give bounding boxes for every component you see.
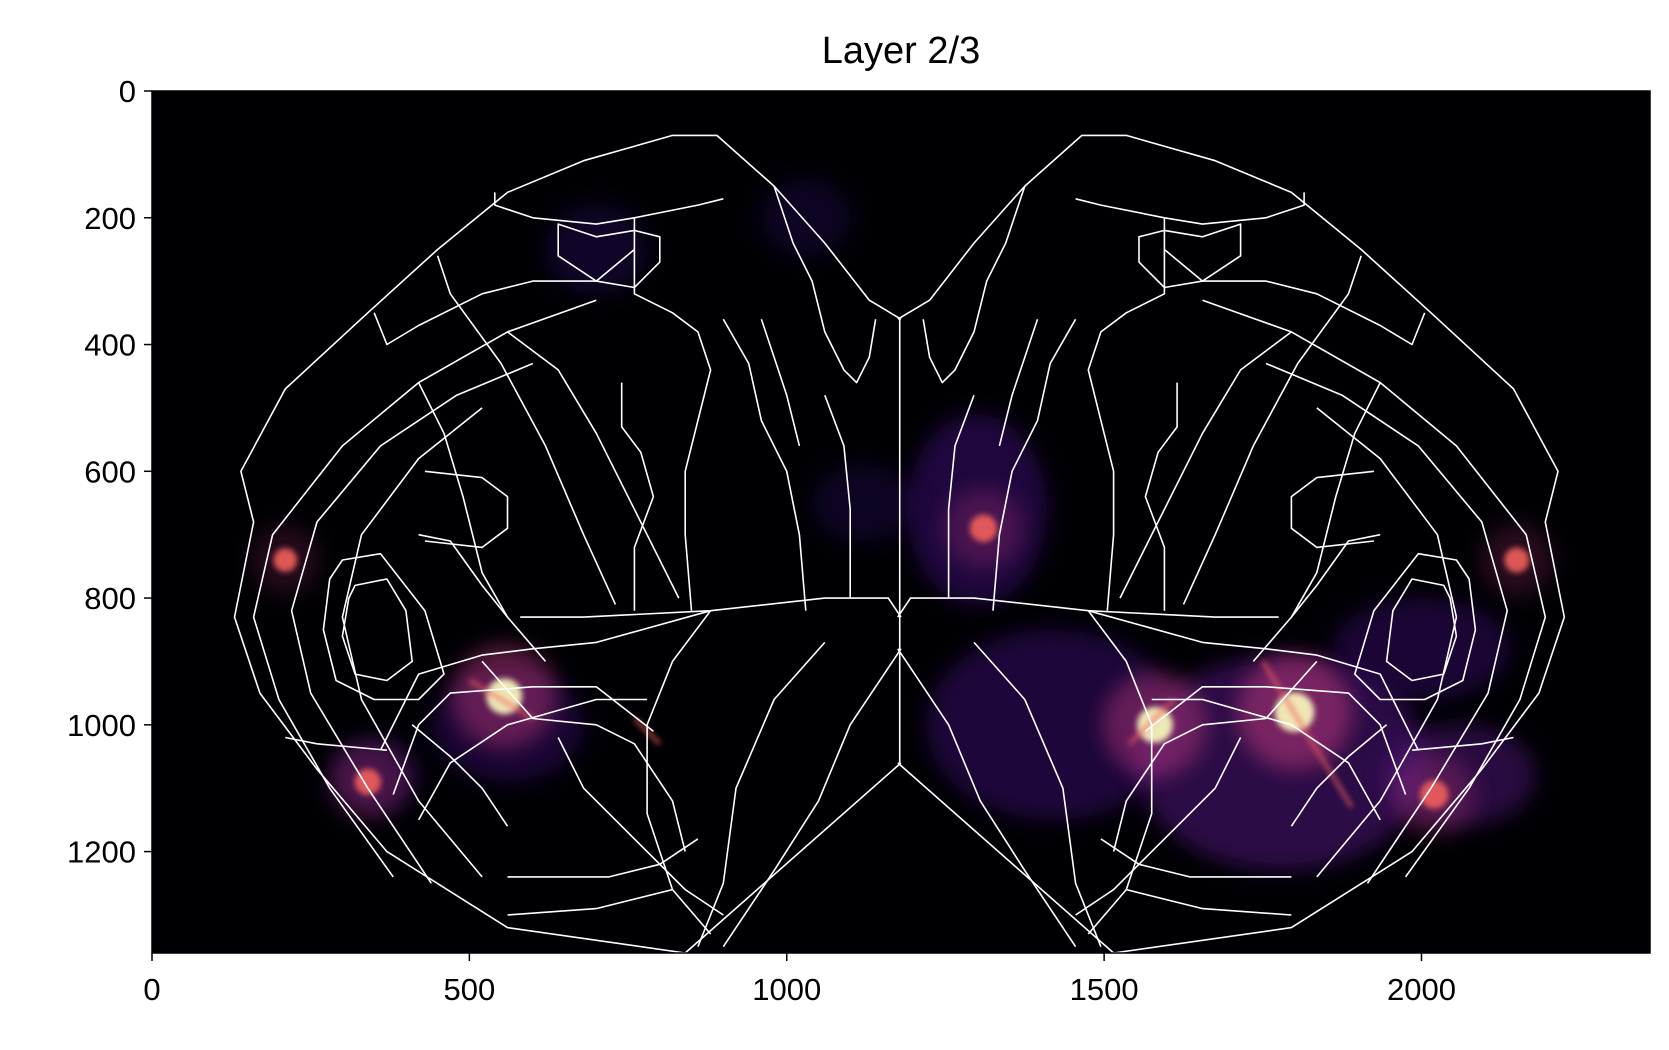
region-boundary xyxy=(436,255,617,605)
hotspot-core xyxy=(1419,780,1449,809)
region-boundary xyxy=(1087,610,1153,935)
region-boundary xyxy=(1265,362,1508,884)
y-tick-label: 400 xyxy=(84,328,136,363)
region-boundary xyxy=(1252,382,1381,662)
region-boundary xyxy=(424,470,509,549)
region-boundary xyxy=(998,318,1039,447)
region-boundary xyxy=(392,686,654,795)
region-boundary xyxy=(1075,192,1305,225)
region-boundary xyxy=(1075,737,1242,916)
region-boundary xyxy=(992,318,1077,611)
region-outlines xyxy=(233,134,1566,953)
region-boundary xyxy=(233,134,902,953)
region-boundary xyxy=(1202,299,1547,878)
region-boundary xyxy=(1126,888,1292,916)
region-boundary xyxy=(1411,736,1514,751)
region-boundary xyxy=(722,648,902,948)
hotspot-core xyxy=(354,768,381,796)
region-boundary xyxy=(1112,660,1318,852)
region-boundary xyxy=(507,888,673,916)
region-boundary xyxy=(417,382,547,662)
region-boundary xyxy=(1144,382,1178,611)
region-boundary xyxy=(697,641,826,947)
y-tick-label: 600 xyxy=(84,454,136,489)
region-boundary xyxy=(411,724,509,827)
hotspot-core xyxy=(273,548,298,572)
region-boundary xyxy=(507,838,699,878)
region-boundary xyxy=(947,394,975,599)
region-boundary xyxy=(633,217,712,611)
region-boundary xyxy=(557,737,724,916)
region-boundary xyxy=(1385,578,1458,682)
region-boundary xyxy=(922,185,1026,384)
region-boundary xyxy=(379,609,711,751)
region-boundary xyxy=(760,318,801,447)
x-tick-label: 500 xyxy=(444,972,496,1007)
region-boundary xyxy=(897,648,1077,948)
x-tick-label: 1500 xyxy=(1070,972,1139,1007)
region-boundary xyxy=(620,382,655,611)
y-tick-label: 800 xyxy=(84,581,136,616)
region-boundary xyxy=(418,533,509,618)
region-boundary xyxy=(285,736,387,751)
region-boundary xyxy=(1119,331,1292,599)
intensity-layer xyxy=(250,179,1554,871)
region-boundary xyxy=(1182,255,1362,605)
plot-frame xyxy=(151,90,1651,954)
region-boundary xyxy=(1316,407,1458,878)
axis-ticks: 0 500 1000 1500 2000 0 200 400 600 800 1000 1200 xyxy=(67,74,1456,1007)
hotspot-core xyxy=(1504,547,1530,573)
region-boundary xyxy=(494,192,724,225)
region-boundary xyxy=(1290,533,1381,618)
y-tick-label: 1000 xyxy=(67,708,136,743)
region-boundary xyxy=(507,331,680,599)
region-boundary xyxy=(1151,698,1381,821)
region-boundary xyxy=(1144,686,1407,795)
region-boundary xyxy=(290,362,534,884)
region-boundary xyxy=(341,407,483,878)
region-boundary xyxy=(417,698,648,821)
x-tick-label: 2000 xyxy=(1387,972,1456,1007)
region-boundary xyxy=(1138,223,1242,289)
y-tick-label: 0 xyxy=(119,74,136,109)
region-boundary xyxy=(1290,470,1374,549)
x-tick-label: 1000 xyxy=(752,972,821,1007)
region-boundary xyxy=(897,134,1566,953)
region-boundary xyxy=(1354,552,1477,701)
region-boundary xyxy=(897,597,1279,618)
region-boundary xyxy=(1088,609,1420,751)
chart-title: Layer 2/3 xyxy=(822,30,980,72)
hotspot-core xyxy=(969,514,998,543)
region-boundary xyxy=(252,299,597,878)
y-tick-label: 200 xyxy=(84,201,136,236)
region-boundary xyxy=(520,597,902,618)
region-boundary xyxy=(1087,217,1166,611)
y-tick-label: 1200 xyxy=(67,835,136,870)
region-boundary xyxy=(973,641,1102,947)
region-boundary xyxy=(322,552,445,701)
region-boundary xyxy=(341,578,413,682)
region-boundary xyxy=(824,394,851,599)
region-boundary xyxy=(481,660,686,852)
plot-area xyxy=(152,91,1650,953)
region-boundary xyxy=(722,318,807,611)
region-boundary xyxy=(773,185,877,384)
region-boundary xyxy=(1100,838,1292,878)
x-tick-label: 0 xyxy=(143,972,160,1007)
region-boundary xyxy=(557,223,661,289)
region-boundary xyxy=(646,610,712,935)
region-boundary xyxy=(1290,724,1388,827)
